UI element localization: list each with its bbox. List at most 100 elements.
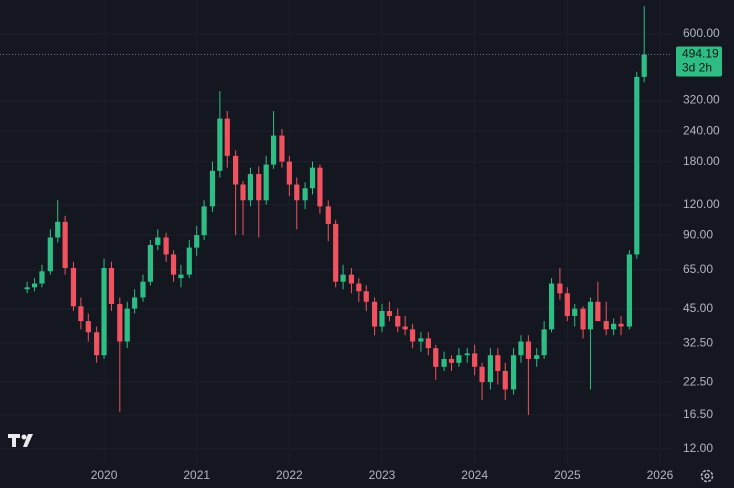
candle-body [402, 326, 408, 330]
x-tick-label: 2024 [461, 468, 488, 482]
x-tick-label: 2020 [91, 468, 118, 482]
candle-body [186, 247, 192, 275]
candle-body [85, 321, 91, 333]
axes: 12.00 16.50 22.50 32.50 45.00 65.00 90.00 120.0… [0, 26, 722, 482]
logo-t [8, 434, 20, 447]
candle-body [217, 118, 223, 171]
candle-body [78, 306, 84, 322]
candle-body [163, 237, 169, 255]
settings-icon[interactable] [700, 469, 714, 483]
candle-body [472, 353, 478, 367]
candle-body [425, 338, 431, 349]
x-tick-label: 2021 [183, 468, 210, 482]
candle-body [233, 155, 239, 185]
candle-body [263, 164, 269, 201]
logo-v [23, 434, 33, 447]
y-tick-label: 45.00 [683, 301, 713, 315]
candle-body [124, 308, 130, 342]
candle-body [495, 355, 501, 371]
candle-body [62, 221, 68, 268]
grid [0, 0, 672, 465]
candle-body [418, 338, 424, 342]
candle-body [194, 235, 200, 248]
candle-body [641, 54, 647, 77]
candle-body [286, 161, 292, 185]
candle-body [101, 267, 107, 356]
tradingview-logo [8, 434, 33, 447]
y-tick-label: 180.00 [683, 154, 720, 168]
candle-body [456, 355, 462, 363]
y-tick-label: 600.00 [683, 26, 720, 40]
candle-body [595, 301, 601, 322]
candle-body [309, 167, 316, 189]
y-tick-label: 22.50 [683, 374, 713, 388]
candle-body [409, 329, 416, 342]
candle-body [348, 274, 355, 284]
candle-body [178, 274, 184, 279]
candle-body [24, 287, 30, 290]
candle-body [534, 355, 540, 359]
candle-body [541, 329, 547, 356]
logo-dot [21, 434, 27, 440]
candle-body [247, 174, 254, 201]
candle-body [356, 283, 362, 292]
candle-body [395, 315, 401, 327]
candle-body [39, 271, 45, 284]
candle-body [634, 76, 640, 255]
candle-body [448, 358, 455, 363]
candle-body [379, 311, 385, 327]
candle-body [464, 353, 470, 356]
candle-body [94, 332, 100, 356]
price-label-box [676, 46, 722, 77]
y-tick-label: 240.00 [683, 123, 720, 137]
candle-body [371, 301, 378, 327]
candle-body [564, 293, 570, 316]
candle-body [510, 355, 517, 390]
y-tick-label: 32.50 [683, 335, 713, 349]
y-tick-label: 16.50 [683, 407, 713, 421]
x-tick-label: 2026 [647, 468, 674, 482]
y-tick-label: 120.00 [683, 197, 720, 211]
candle-body [240, 184, 246, 201]
y-tick-label: 90.00 [683, 227, 713, 241]
candle-body [55, 221, 61, 238]
x-tick-label: 2022 [276, 468, 303, 482]
candle-body [294, 184, 300, 201]
candle-body [618, 323, 624, 327]
candle-body [479, 366, 485, 383]
candle-body [557, 283, 563, 294]
candle-body [132, 297, 138, 309]
candle-body [626, 254, 632, 327]
candle-body [201, 206, 207, 236]
candle-body [31, 283, 38, 288]
candle-body [170, 254, 177, 275]
candle-body [548, 283, 555, 330]
candle-body [325, 206, 331, 224]
candle-body [70, 267, 77, 307]
price-countdown: 3d 2h [682, 61, 712, 75]
candle-body [611, 323, 617, 330]
candle-body [270, 135, 277, 165]
candle-body [224, 118, 230, 156]
y-tick-label: 65.00 [683, 262, 713, 276]
gear-outer[interactable] [700, 469, 714, 483]
candle-body [108, 267, 115, 305]
candle-body [340, 274, 346, 282]
candle-body [209, 170, 216, 207]
candle-body [603, 321, 609, 330]
y-tick-label: 12.00 [683, 441, 713, 455]
candle-body [487, 355, 494, 383]
candle-body [386, 311, 393, 316]
candle-body [155, 237, 161, 245]
candles [24, 6, 647, 416]
y-tick-label: 320.00 [683, 93, 720, 107]
candle-body [518, 341, 524, 356]
x-tick-label: 2023 [369, 468, 396, 482]
candle-body [441, 358, 447, 367]
candle-body [317, 167, 323, 207]
candle-body [302, 188, 308, 201]
candle-body [147, 244, 153, 282]
gear-inner[interactable] [704, 473, 710, 479]
